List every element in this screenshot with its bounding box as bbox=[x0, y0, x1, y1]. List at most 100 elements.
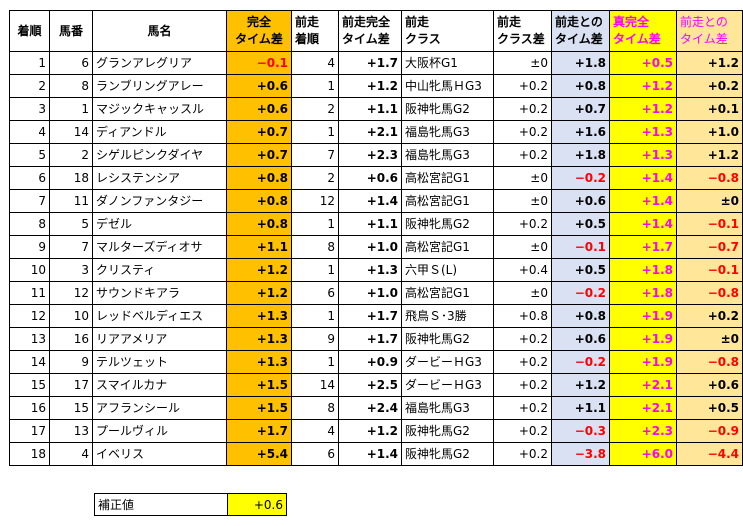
prev-full-time-diff-cell: +1.1 bbox=[338, 212, 402, 236]
full-time-diff-cell: +0.8 bbox=[226, 212, 292, 236]
full-time-diff-cell: +1.3 bbox=[226, 350, 292, 374]
prev-delta-cell: +1.8 bbox=[551, 143, 610, 167]
true-prev-delta-cell: −0.1 bbox=[676, 258, 743, 282]
header-prev-rank-line1: 前走 bbox=[295, 15, 320, 29]
true-prev-delta-cell: +0.5 bbox=[676, 396, 743, 420]
horse-name-cell: イベリス bbox=[92, 442, 227, 466]
true-prev-delta-cell: +0.2 bbox=[676, 74, 743, 98]
prev-rank-cell: 6 bbox=[291, 281, 339, 305]
full-time-diff-cell: +0.6 bbox=[226, 74, 292, 98]
table-body: 1 6 グランアレグリア −0.1 4 +1.7 大阪杯G1 ±0 +1.8 +0.5 +1.2 2 8… bbox=[9, 51, 743, 466]
prev-full-time-diff-cell: +1.4 bbox=[338, 189, 402, 213]
rank-cell: 7 bbox=[9, 189, 50, 213]
horse-name-cell: マジックキャッスル bbox=[92, 97, 227, 121]
rank-cell: 1 bbox=[9, 51, 50, 75]
true-full-time-diff-cell: +1.8 bbox=[609, 281, 677, 305]
full-time-diff-cell: +0.7 bbox=[226, 120, 292, 144]
header-full-time-diff-line2: タイム差 bbox=[235, 32, 283, 46]
prev-full-time-diff-cell: +1.7 bbox=[338, 51, 402, 75]
prev-rank-cell: 14 bbox=[291, 373, 339, 397]
table-row: 12 10 レッドベルディエス +1.3 1 +1.7 飛鳥Ｓ･3勝 +0.8 +0.8 +1.9… bbox=[9, 304, 743, 328]
horse-name-cell: スマイルカナ bbox=[92, 373, 227, 397]
table-row: 16 15 アフランシール +1.5 8 +2.4 福島牝馬G3 +0.2 +1.1 +2.1 +0… bbox=[9, 396, 743, 420]
table-row: 9 7 マルターズディオサ +1.1 8 +1.0 高松宮記G1 ±0 −0.1 +1.7 −0.7 bbox=[9, 235, 743, 259]
rank-cell: 9 bbox=[9, 235, 50, 259]
prev-class-cell: 阪神牝馬G2 bbox=[401, 97, 494, 121]
prev-delta-cell: +1.1 bbox=[551, 396, 610, 420]
true-prev-delta-cell: −0.9 bbox=[676, 419, 743, 443]
table-row: 6 18 レシステンシア +0.8 2 +0.6 高松宮記G1 ±0 −0.2 +1.4 −0.8 bbox=[9, 166, 743, 190]
rank-cell: 4 bbox=[9, 120, 50, 144]
table-row: 1 6 グランアレグリア −0.1 4 +1.7 大阪杯G1 ±0 +1.8 +0.5 +1.2 bbox=[9, 51, 743, 75]
prev-delta-cell: +0.7 bbox=[551, 97, 610, 121]
prev-rank-cell: 1 bbox=[291, 212, 339, 236]
prev-full-time-diff-cell: +1.3 bbox=[338, 258, 402, 282]
prev-rank-cell: 7 bbox=[291, 143, 339, 167]
rank-cell: 8 bbox=[9, 212, 50, 236]
class-diff-cell: +0.2 bbox=[493, 442, 552, 466]
post-cell: 4 bbox=[49, 442, 93, 466]
rank-cell: 5 bbox=[9, 143, 50, 167]
post-cell: 8 bbox=[49, 74, 93, 98]
class-diff-cell: ±0 bbox=[493, 281, 552, 305]
prev-delta-cell: +0.6 bbox=[551, 327, 610, 351]
prev-full-time-diff-cell: +1.4 bbox=[338, 442, 402, 466]
prev-rank-cell: 8 bbox=[291, 396, 339, 420]
true-prev-delta-cell: +1.2 bbox=[676, 143, 743, 167]
prev-delta-cell: −0.2 bbox=[551, 166, 610, 190]
horse-name-cell: シゲルピンクダイヤ bbox=[92, 143, 227, 167]
class-diff-cell: +0.2 bbox=[493, 97, 552, 121]
prev-class-cell: 高松宮記G1 bbox=[401, 189, 494, 213]
rank-cell: 11 bbox=[9, 281, 50, 305]
header-rank: 着順 bbox=[9, 10, 50, 52]
prev-delta-cell: +0.5 bbox=[551, 258, 610, 282]
post-cell: 1 bbox=[49, 97, 93, 121]
full-time-diff-cell: +1.1 bbox=[226, 235, 292, 259]
prev-class-cell: 福島牝馬G3 bbox=[401, 143, 494, 167]
horse-name-cell: ディアンドル bbox=[92, 120, 227, 144]
rank-cell: 6 bbox=[9, 166, 50, 190]
rank-cell: 17 bbox=[9, 419, 50, 443]
class-diff-cell: +0.2 bbox=[493, 74, 552, 98]
header-prev-full-time-diff-line1: 前走完全 bbox=[342, 15, 391, 29]
prev-class-cell: 高松宮記G1 bbox=[401, 235, 494, 259]
horse-name-cell: リアアメリア bbox=[92, 327, 227, 351]
class-diff-cell: +0.4 bbox=[493, 258, 552, 282]
true-prev-delta-cell: +0.6 bbox=[676, 373, 743, 397]
prev-class-cell: 阪神牝馬G2 bbox=[401, 327, 494, 351]
prev-class-cell: 高松宮記G1 bbox=[401, 281, 494, 305]
prev-delta-cell: +1.2 bbox=[551, 373, 610, 397]
class-diff-cell: +0.2 bbox=[493, 120, 552, 144]
true-full-time-diff-cell: +1.3 bbox=[609, 120, 677, 144]
prev-delta-cell: −0.3 bbox=[551, 419, 610, 443]
rank-cell: 2 bbox=[9, 74, 50, 98]
class-diff-cell: +0.2 bbox=[493, 212, 552, 236]
prev-class-cell: 大阪杯G1 bbox=[401, 51, 494, 75]
horse-name-cell: レッドベルディエス bbox=[92, 304, 227, 328]
horse-name-cell: プールヴィル bbox=[92, 419, 227, 443]
horse-name-cell: ランブリングアレー bbox=[92, 74, 227, 98]
class-diff-cell: +0.2 bbox=[493, 327, 552, 351]
post-cell: 10 bbox=[49, 304, 93, 328]
post-cell: 3 bbox=[49, 258, 93, 282]
header-class-diff-line2: クラス差 bbox=[497, 32, 545, 46]
prev-delta-cell: −0.2 bbox=[551, 281, 610, 305]
prev-rank-cell: 2 bbox=[291, 166, 339, 190]
header-true-prev-delta-line1: 前走との bbox=[680, 15, 728, 29]
post-cell: 12 bbox=[49, 281, 93, 305]
table-row: 7 11 ダノンファンタジー +0.8 12 +1.4 高松宮記G1 ±0 +0.6 +1.4 ±0 bbox=[9, 189, 743, 213]
class-diff-cell: ±0 bbox=[493, 235, 552, 259]
true-prev-delta-cell: −0.7 bbox=[676, 235, 743, 259]
full-time-diff-cell: +5.4 bbox=[226, 442, 292, 466]
prev-rank-cell: 1 bbox=[291, 258, 339, 282]
full-time-diff-cell: +0.8 bbox=[226, 166, 292, 190]
header-row: 着順 馬番 馬名 完全 タイム差 前走 着順 前走完全 タイム差 前走 クラス … bbox=[9, 10, 743, 52]
true-full-time-diff-cell: +1.9 bbox=[609, 304, 677, 328]
full-time-diff-cell: +1.2 bbox=[226, 258, 292, 282]
true-full-time-diff-cell: +1.9 bbox=[609, 327, 677, 351]
class-diff-cell: +0.2 bbox=[493, 350, 552, 374]
table-row: 10 3 クリスティ +1.2 1 +1.3 六甲Ｓ(L) +0.4 +0.5 +1.8 −0.1 bbox=[9, 258, 743, 282]
prev-rank-cell: 2 bbox=[291, 97, 339, 121]
prev-delta-cell: −3.8 bbox=[551, 442, 610, 466]
prev-class-cell: ダービーＨG3 bbox=[401, 350, 494, 374]
